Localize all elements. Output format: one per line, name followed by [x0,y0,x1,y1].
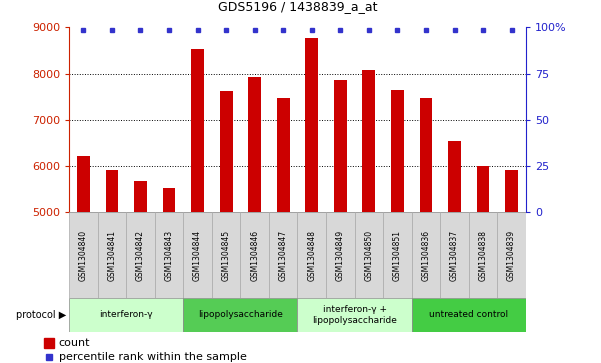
Text: GSM1304836: GSM1304836 [421,229,430,281]
Text: GSM1304845: GSM1304845 [222,229,231,281]
FancyBboxPatch shape [126,212,155,298]
FancyBboxPatch shape [297,212,326,298]
Bar [277,98,290,212]
FancyBboxPatch shape [326,212,355,298]
Text: GSM1304846: GSM1304846 [250,229,259,281]
Text: GSM1304849: GSM1304849 [336,229,345,281]
FancyBboxPatch shape [355,212,383,298]
FancyBboxPatch shape [269,212,297,298]
FancyBboxPatch shape [412,298,526,332]
Bar [134,181,147,212]
Bar [106,170,118,212]
Bar [220,91,233,212]
Text: GSM1304851: GSM1304851 [393,229,402,281]
FancyBboxPatch shape [297,298,412,332]
Text: GSM1304840: GSM1304840 [79,229,88,281]
FancyBboxPatch shape [183,298,297,332]
FancyBboxPatch shape [98,212,126,298]
Text: percentile rank within the sample: percentile rank within the sample [59,352,246,362]
FancyBboxPatch shape [240,212,269,298]
Bar [477,166,489,212]
Bar [77,156,90,212]
Text: GSM1304850: GSM1304850 [364,229,373,281]
Text: count: count [59,338,90,348]
Text: interferon-γ +
lipopolysaccharide: interferon-γ + lipopolysaccharide [312,305,397,325]
Text: GSM1304843: GSM1304843 [165,229,174,281]
Bar [191,49,204,212]
FancyBboxPatch shape [440,212,469,298]
FancyBboxPatch shape [498,212,526,298]
Text: GSM1304847: GSM1304847 [279,229,288,281]
Bar [505,170,518,212]
FancyBboxPatch shape [212,212,240,298]
Bar [248,77,261,212]
Bar [362,70,375,212]
Text: GSM1304839: GSM1304839 [507,229,516,281]
Bar [448,141,461,212]
Text: protocol ▶: protocol ▶ [16,310,66,320]
Bar [391,90,404,212]
Bar [163,188,175,212]
Text: interferon-γ: interferon-γ [99,310,153,319]
Bar [305,38,318,212]
FancyBboxPatch shape [469,212,498,298]
Text: GSM1304848: GSM1304848 [307,229,316,281]
FancyBboxPatch shape [183,212,212,298]
Text: GSM1304842: GSM1304842 [136,229,145,281]
FancyBboxPatch shape [69,298,183,332]
Bar [419,98,432,212]
FancyBboxPatch shape [155,212,183,298]
Text: untreated control: untreated control [429,310,508,319]
FancyBboxPatch shape [412,212,440,298]
Text: GSM1304837: GSM1304837 [450,229,459,281]
FancyBboxPatch shape [383,212,412,298]
Text: GSM1304844: GSM1304844 [193,229,202,281]
Text: GSM1304841: GSM1304841 [108,229,117,281]
FancyBboxPatch shape [69,212,98,298]
Text: GDS5196 / 1438839_a_at: GDS5196 / 1438839_a_at [218,0,377,13]
Text: lipopolysaccharide: lipopolysaccharide [198,310,283,319]
Bar [44,338,53,348]
Text: GSM1304838: GSM1304838 [478,229,487,281]
Bar [334,79,347,212]
